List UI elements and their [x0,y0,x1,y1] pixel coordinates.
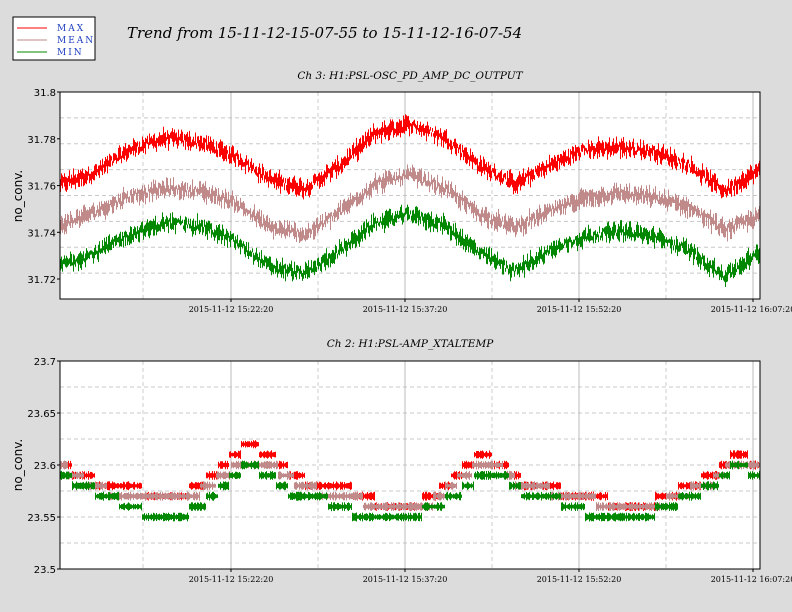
figure-title: Trend from 15-11-12-15-07-55 to 15-11-12… [127,24,522,42]
ytick-label: 23.55 [27,513,56,524]
legend-label-min: MIN [57,48,84,58]
xtick-label: 2015-11-12 16:07:20 [711,305,792,314]
chart-panel-ch3: Ch 3: H1:PSL-OSC_PD_AMP_DC_OUTPUT 31.8 31.… [11,70,792,314]
chart-title: Ch 2: H1:PSL-AMP_XTALTEMP [327,338,495,350]
xtick-label: 2015-11-12 15:37:20 [363,575,448,584]
ytick-label: 31.8 [34,88,56,99]
legend-label-mean: MEAN [57,36,95,46]
ytick-label: 31.76 [27,182,56,193]
xtick-label: 2015-11-12 15:22:20 [189,575,274,584]
plot-border [59,91,761,300]
ytick-label: 23.65 [27,409,56,420]
chart-title: Ch 3: H1:PSL-OSC_PD_AMP_DC_OUTPUT [297,70,523,82]
ytick-label: 31.78 [27,135,56,146]
legend-label-max: MAX [57,24,85,34]
chart-panel-ch2: Ch 2: H1:PSL-AMP_XTALTEMP 23.7 23.65 23.6 23… [11,338,792,584]
xtick-label: 2015-11-12 15:22:20 [189,305,274,314]
xtick-label: 2015-11-12 16:07:20 [711,575,792,584]
y-axis-label: no_conv. [11,439,25,491]
xtick-label: 2015-11-12 15:52:20 [537,575,622,584]
legend: MAX MEAN MIN [12,16,96,61]
xtick-label: 2015-11-12 15:52:20 [537,305,622,314]
xtick-label: 2015-11-12 15:37:20 [363,305,448,314]
ytick-label: 23.7 [34,357,56,368]
ytick-label: 31.74 [27,228,56,239]
ytick-label: 31.72 [27,275,56,286]
ytick-label: 23.5 [34,565,56,576]
ytick-label: 23.6 [34,461,56,472]
y-axis-label: no_conv. [11,170,25,222]
